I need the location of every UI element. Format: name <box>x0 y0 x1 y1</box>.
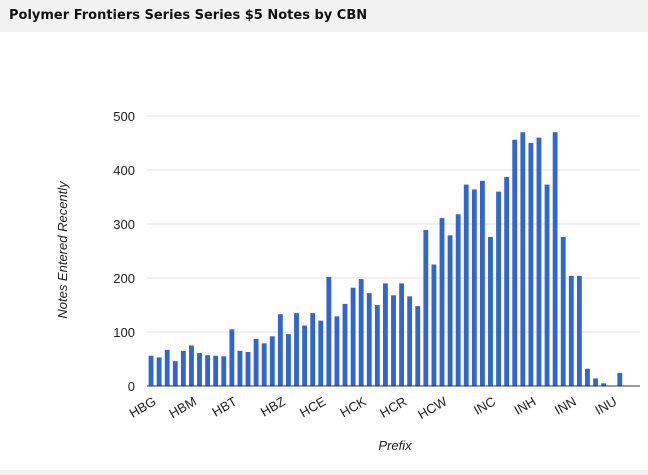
bar[interactable] <box>544 184 550 386</box>
y-tick-label: 200 <box>113 271 135 286</box>
bar[interactable] <box>286 334 291 386</box>
bar[interactable] <box>294 313 299 386</box>
x-tick-label: HCW <box>415 393 450 422</box>
bar[interactable] <box>520 132 526 386</box>
bar[interactable] <box>382 283 388 386</box>
bar[interactable] <box>229 329 235 386</box>
bar[interactable] <box>156 357 162 386</box>
bar[interactable] <box>528 143 534 386</box>
x-tick-label: INN <box>552 394 579 418</box>
bar[interactable] <box>512 139 518 386</box>
bar[interactable] <box>399 283 405 386</box>
bar[interactable] <box>334 316 340 386</box>
bar[interactable] <box>253 339 259 386</box>
bar[interactable] <box>318 320 324 386</box>
x-tick-label: HBT <box>209 394 239 420</box>
x-tick-label: HBM <box>166 394 199 421</box>
y-tick-labels: 0 100 200 300 400 500 <box>113 109 135 394</box>
x-axis-title: Prefix <box>378 438 412 453</box>
y-tick-label: 100 <box>113 325 135 340</box>
bar[interactable] <box>431 264 437 387</box>
y-tick-label: 400 <box>113 163 135 178</box>
y-tick-label: 0 <box>128 379 135 394</box>
bar[interactable] <box>189 345 194 387</box>
bar[interactable] <box>617 373 623 386</box>
bar[interactable] <box>463 184 469 386</box>
bar[interactable] <box>326 276 332 386</box>
bar[interactable] <box>310 313 316 386</box>
bar[interactable] <box>439 218 445 386</box>
chart-panel: 0 100 200 300 400 500 HBG HBM HBT HBZ HCE HCK HCR HC… <box>0 32 648 470</box>
bar[interactable] <box>601 383 607 386</box>
bar[interactable] <box>358 279 364 386</box>
bar[interactable] <box>374 305 380 386</box>
bar[interactable] <box>148 355 154 386</box>
bar[interactable] <box>407 296 413 386</box>
bar[interactable] <box>172 361 178 386</box>
bar[interactable] <box>455 214 461 386</box>
page-title: Polymer Frontiers Series Series $5 Notes… <box>9 8 368 23</box>
bar-chart: 0 100 200 300 400 500 HBG HBM HBT HBZ HCE HCK HCR HC… <box>55 109 640 453</box>
gridlines <box>147 115 640 333</box>
bar[interactable] <box>366 293 372 386</box>
bar[interactable] <box>576 275 582 386</box>
bar[interactable] <box>350 287 356 386</box>
bar[interactable] <box>585 368 590 386</box>
bar[interactable] <box>504 177 510 386</box>
bar[interactable] <box>536 137 542 386</box>
bar[interactable] <box>342 303 348 386</box>
bar[interactable] <box>180 350 186 386</box>
bar[interactable] <box>237 350 243 386</box>
x-tick-label: HCK <box>337 393 369 420</box>
bar[interactable] <box>277 314 283 386</box>
x-tick-label: INC <box>471 394 498 418</box>
bar[interactable] <box>447 235 453 386</box>
x-tick-label: HCE <box>297 393 329 420</box>
bars <box>148 132 623 387</box>
bar[interactable] <box>488 236 493 386</box>
bar[interactable] <box>269 336 275 386</box>
bar[interactable] <box>423 229 429 386</box>
x-tick-label: HBZ <box>258 394 288 420</box>
bar[interactable] <box>245 351 251 386</box>
bar[interactable] <box>568 275 574 386</box>
x-tick-labels: HBG HBM HBT HBZ HCE HCK HCR HCW INC INH INN INU <box>127 393 620 422</box>
y-axis-title: Notes Entered Recently <box>55 180 70 319</box>
bar[interactable] <box>213 355 219 386</box>
bar[interactable] <box>471 189 477 386</box>
bar[interactable] <box>552 132 558 386</box>
x-tick-label: HBG <box>127 394 159 421</box>
bar[interactable] <box>496 191 501 386</box>
bar[interactable] <box>415 306 421 386</box>
x-tick-label: HCR <box>377 394 409 421</box>
bar[interactable] <box>197 353 202 386</box>
bar[interactable] <box>479 180 485 386</box>
x-tick-label: INU <box>592 394 619 418</box>
bar[interactable] <box>221 356 227 386</box>
bar[interactable] <box>302 325 308 386</box>
bar[interactable] <box>261 343 267 386</box>
x-tick-label: INH <box>511 394 538 418</box>
y-tick-label: 300 <box>113 217 135 232</box>
bar[interactable] <box>560 236 566 386</box>
bar[interactable] <box>391 295 396 386</box>
bar[interactable] <box>205 355 211 386</box>
y-tick-label: 500 <box>113 109 135 124</box>
bar[interactable] <box>593 378 598 386</box>
bar[interactable] <box>164 349 170 386</box>
